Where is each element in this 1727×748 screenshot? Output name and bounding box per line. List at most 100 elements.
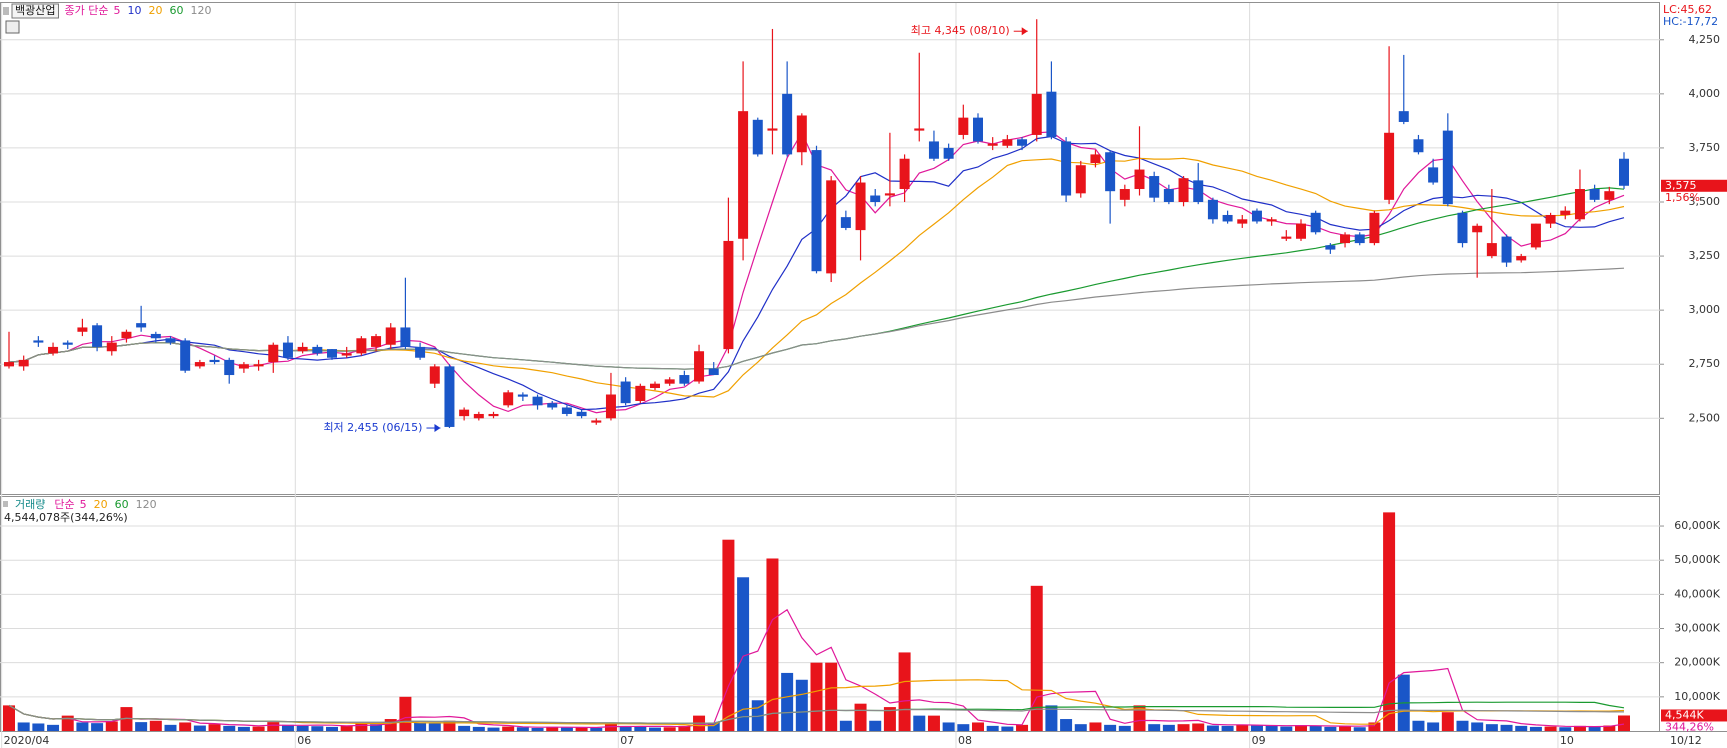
hc-label: HC:-17,72 bbox=[1663, 15, 1718, 28]
candle-body bbox=[1486, 243, 1497, 257]
volume-bar bbox=[546, 726, 559, 731]
candle-body bbox=[1002, 139, 1013, 146]
volume-bar bbox=[1133, 705, 1146, 731]
candle-body bbox=[327, 349, 337, 358]
volume-bar bbox=[1295, 725, 1307, 731]
volume-summary: 4,544,078주(344,26%) bbox=[4, 511, 128, 524]
legend-entry: 60 bbox=[169, 4, 183, 17]
candle-body bbox=[664, 379, 675, 384]
volume-bar bbox=[1529, 726, 1542, 731]
volume-bar bbox=[1441, 712, 1454, 731]
volume-bar bbox=[839, 720, 852, 731]
candle-body bbox=[635, 385, 646, 401]
candle-body bbox=[1428, 167, 1439, 183]
candle-body bbox=[194, 362, 205, 367]
volume-bar bbox=[105, 721, 118, 731]
candle-body bbox=[1516, 256, 1527, 261]
candle-body bbox=[1296, 223, 1306, 239]
candle-body bbox=[400, 327, 411, 347]
volume-bar bbox=[663, 727, 676, 731]
candle-body bbox=[121, 331, 132, 339]
value-tag bbox=[1661, 179, 1727, 192]
volume-bar bbox=[237, 726, 250, 731]
candle-body bbox=[415, 346, 426, 358]
candle-body bbox=[1457, 212, 1468, 244]
volume-bar bbox=[1339, 726, 1352, 731]
candle-body bbox=[650, 383, 660, 389]
candle-body bbox=[1193, 180, 1204, 202]
y-tick-label: 2,500 bbox=[1689, 411, 1721, 424]
candle-body bbox=[591, 420, 602, 423]
volume-bar bbox=[223, 725, 236, 731]
volume-bar bbox=[869, 720, 882, 731]
volume-bar bbox=[1001, 726, 1014, 731]
volume-bar bbox=[370, 724, 383, 731]
candle-body bbox=[708, 368, 719, 376]
candle-body bbox=[1472, 225, 1483, 233]
candle-body bbox=[679, 375, 690, 384]
candle-body bbox=[1560, 210, 1571, 215]
candle-body bbox=[1119, 189, 1130, 200]
candle-body bbox=[268, 344, 279, 363]
volume-bar bbox=[252, 726, 265, 731]
candle-body bbox=[1530, 223, 1541, 248]
candle-body bbox=[356, 338, 367, 354]
legend-entry: 120 bbox=[136, 498, 157, 511]
candle-body bbox=[1031, 93, 1042, 135]
candle-body bbox=[1384, 132, 1395, 200]
candle-body bbox=[840, 217, 851, 228]
volume-bar bbox=[1544, 726, 1557, 731]
candle-body bbox=[1310, 212, 1321, 233]
candle-body bbox=[488, 413, 499, 417]
volume-bar bbox=[32, 723, 45, 731]
candle-body bbox=[1413, 139, 1424, 153]
candle-body bbox=[1178, 178, 1189, 202]
icon bbox=[3, 7, 9, 15]
volume-bar bbox=[1383, 512, 1396, 731]
volume-bar bbox=[458, 725, 471, 731]
volume-bar bbox=[1236, 724, 1249, 731]
x-tick-label: 10/12 bbox=[1670, 734, 1702, 747]
volume-bar bbox=[604, 723, 617, 731]
value-tag-label: 4,544K bbox=[1665, 708, 1704, 721]
x-tick-label: 08 bbox=[958, 734, 972, 747]
x-tick-label: 07 bbox=[620, 734, 634, 747]
volume-bar bbox=[1618, 715, 1630, 731]
volume-bar bbox=[1030, 585, 1043, 731]
candle-body bbox=[1604, 191, 1615, 200]
volume-bar bbox=[414, 722, 427, 731]
volume-bar bbox=[135, 722, 148, 731]
volume-bar bbox=[972, 722, 984, 731]
volume-bar bbox=[296, 725, 309, 731]
candle-body bbox=[1281, 236, 1292, 239]
volume-bar bbox=[399, 696, 412, 731]
candle-body bbox=[1398, 111, 1409, 122]
candle-body bbox=[517, 394, 528, 397]
volume-bar bbox=[340, 725, 353, 731]
candle-body bbox=[1442, 130, 1453, 205]
volume-bar bbox=[1118, 725, 1131, 731]
volume-bar bbox=[898, 652, 911, 731]
candle-body bbox=[429, 366, 440, 384]
candle-body bbox=[884, 193, 895, 196]
volume-bar bbox=[76, 722, 89, 731]
icon[interactable] bbox=[5, 20, 20, 34]
volume-bar bbox=[428, 723, 441, 731]
candle-body bbox=[1222, 214, 1233, 222]
candle-body bbox=[1574, 189, 1585, 220]
y-tick-label: 3,250 bbox=[1689, 249, 1721, 262]
volume-bar bbox=[1162, 724, 1175, 731]
volume-bar bbox=[193, 725, 206, 731]
y-tick-label: 10,000K bbox=[1674, 690, 1720, 703]
volume-bar bbox=[913, 715, 926, 731]
volume-bar bbox=[267, 722, 280, 731]
volume-bar bbox=[722, 539, 735, 731]
volume-bar bbox=[781, 672, 794, 731]
volume-bar bbox=[1353, 727, 1366, 731]
annotation: 최고 4,345 (08/10) bbox=[911, 24, 1010, 37]
candle-body bbox=[928, 141, 939, 159]
candle-body bbox=[136, 323, 147, 328]
volume-bar bbox=[1309, 725, 1322, 731]
